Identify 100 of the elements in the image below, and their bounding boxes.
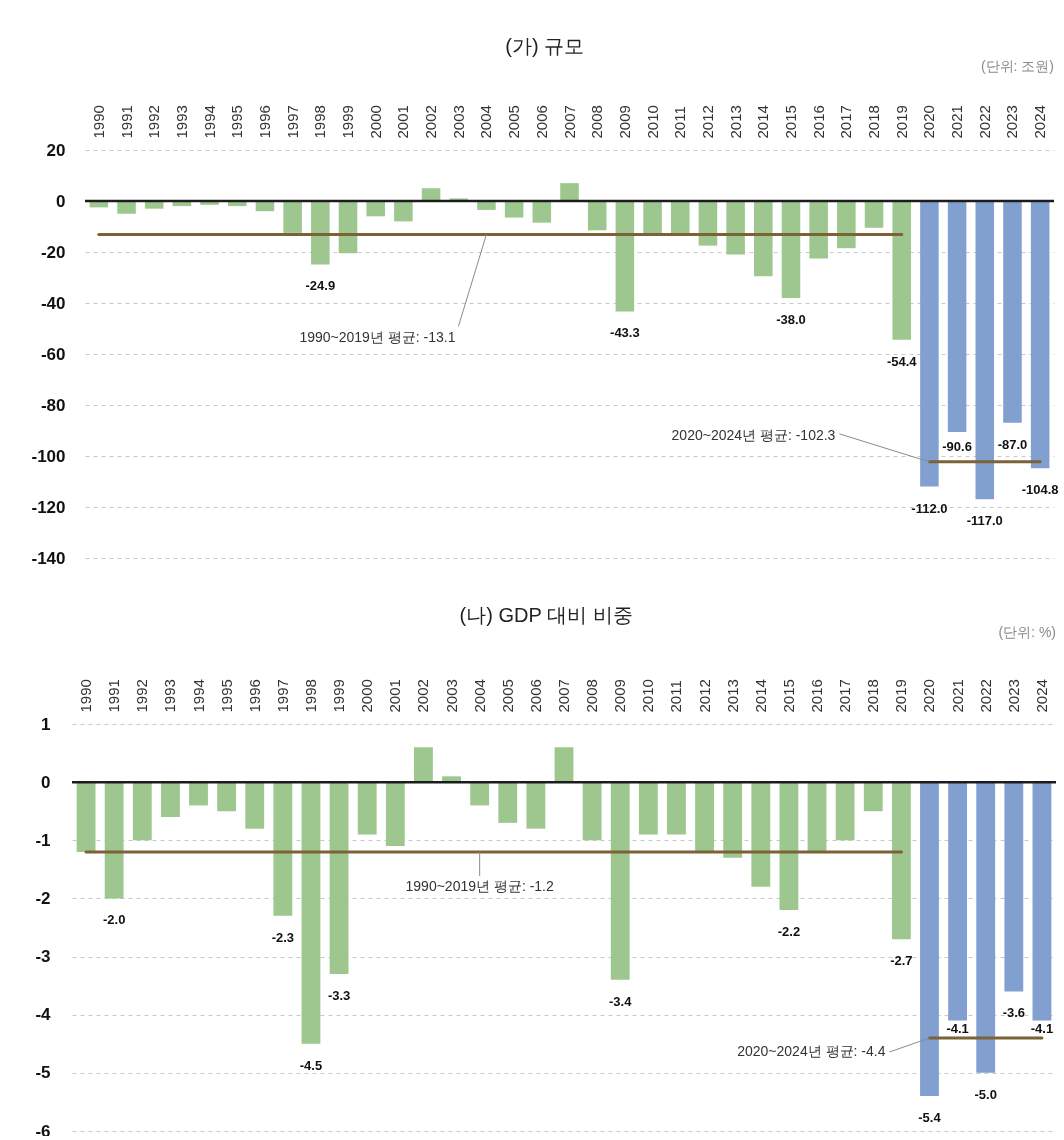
bar <box>891 782 911 940</box>
x-tick-label: 2011 <box>671 106 689 139</box>
y-tick-label: -120 <box>31 497 66 517</box>
bar <box>975 201 995 500</box>
x-tick-label: 2013 <box>723 679 741 713</box>
bar <box>864 201 884 228</box>
x-tick-label: 2012 <box>698 105 716 139</box>
data-label: -2.2 <box>777 924 801 940</box>
x-tick-label: 2007 <box>555 679 572 713</box>
bar <box>947 201 967 433</box>
bar <box>245 782 265 829</box>
data-label: -54.4 <box>886 353 918 369</box>
chart-subtitle: (단위: %) <box>998 624 1056 640</box>
bar <box>1032 782 1052 1021</box>
bar <box>526 782 546 829</box>
y-tick-label: -20 <box>40 242 66 262</box>
y-tick-label: 0 <box>41 772 51 792</box>
chart-subtitle: (단위: 조원) <box>980 58 1054 74</box>
chart-title: (가) 규모 <box>505 35 585 57</box>
annotation: 1990~2019년 평균: -13.1 <box>299 329 456 346</box>
x-tick-label: 1999 <box>339 105 357 139</box>
x-tick-label: 1993 <box>161 679 179 713</box>
y-tick-label: -80 <box>40 395 66 415</box>
x-tick-label: 2021 <box>948 679 966 713</box>
x-tick-label: 1996 <box>255 105 273 139</box>
x-tick-label: 1991 <box>105 679 123 713</box>
x-tick-label: 1996 <box>245 679 263 713</box>
data-label: -38.0 <box>776 311 806 327</box>
y-tick-label: -140 <box>31 548 66 568</box>
x-tick-label: 2012 <box>695 679 713 713</box>
x-tick-label: 2024 <box>1032 679 1050 713</box>
x-tick-label: 2017 <box>836 679 854 713</box>
x-tick-label: 2006 <box>526 679 544 713</box>
x-tick-label: 2021 <box>948 105 966 139</box>
x-tick-label: 1998 <box>301 679 319 713</box>
x-tick-label: 1997 <box>283 105 301 139</box>
bar <box>394 201 413 222</box>
data-label: -112.0 <box>911 500 948 516</box>
data-label: -90.6 <box>942 438 972 454</box>
x-tick-label: 2022 <box>975 105 993 139</box>
bar <box>385 782 405 847</box>
x-tick-label: 1992 <box>145 105 163 139</box>
bar <box>76 782 96 852</box>
bar <box>781 201 801 298</box>
bar <box>1004 782 1024 992</box>
y-tick-label: -6 <box>35 1121 51 1140</box>
bar <box>366 201 385 217</box>
annotation: 2020~2024년 평균: -4.4 <box>737 1042 886 1059</box>
x-tick-label: 2008 <box>588 105 606 139</box>
y-tick-label: -1 <box>35 830 51 850</box>
data-label: -3.6 <box>1002 1005 1026 1021</box>
bar <box>835 782 855 841</box>
bar <box>948 782 968 1021</box>
x-tick-label: 2004 <box>470 679 488 713</box>
y-tick-label: -3 <box>35 947 51 967</box>
bar <box>863 782 883 812</box>
data-label: -87.0 <box>997 436 1028 452</box>
bar <box>582 782 602 841</box>
bar <box>920 201 939 487</box>
bar <box>117 201 136 214</box>
x-tick-label: 1994 <box>200 105 218 139</box>
bar <box>670 201 690 235</box>
chart-title: (나) GDP 대비 비중 <box>459 604 633 626</box>
x-tick-label: 2023 <box>1003 105 1021 139</box>
x-tick-label: 2019 <box>892 679 910 713</box>
x-tick-label: 2003 <box>449 105 467 139</box>
bar <box>976 782 996 1073</box>
bar <box>189 782 208 806</box>
y-tick-label: -60 <box>40 344 66 364</box>
bar <box>104 782 124 899</box>
x-tick-label: 2005 <box>505 105 523 139</box>
x-tick-label: 1990 <box>89 105 107 139</box>
x-tick-label: 1997 <box>273 679 291 713</box>
x-tick-label: 2013 <box>726 105 744 139</box>
x-tick-label: 1992 <box>133 679 151 713</box>
data-label: -4.5 <box>299 1057 323 1073</box>
x-tick-label: 2015 <box>781 105 799 139</box>
data-label: -104.8 <box>1021 482 1059 498</box>
data-label: -2.7 <box>890 953 913 969</box>
x-tick-label: 2003 <box>442 679 460 713</box>
x-tick-label: 2005 <box>498 679 516 713</box>
x-tick-label: 1995 <box>217 679 235 713</box>
bar <box>615 201 635 312</box>
bar <box>273 782 293 916</box>
x-tick-label: 2014 <box>751 679 769 713</box>
y-tick-label: 20 <box>46 140 66 160</box>
x-tick-label: 2016 <box>808 679 826 713</box>
bar <box>751 782 771 887</box>
x-tick-label: 1990 <box>77 679 95 713</box>
bar <box>470 782 490 806</box>
x-tick-label: 2007 <box>560 105 578 139</box>
x-tick-label: 2020 <box>920 105 938 139</box>
x-tick-label: 2000 <box>366 105 384 139</box>
data-label: -4.1 <box>1030 1021 1054 1037</box>
x-tick-label: 2008 <box>583 679 601 713</box>
bar <box>283 201 302 233</box>
bar <box>809 201 828 259</box>
bar <box>357 782 377 835</box>
bar <box>329 782 349 975</box>
bar <box>837 201 856 249</box>
